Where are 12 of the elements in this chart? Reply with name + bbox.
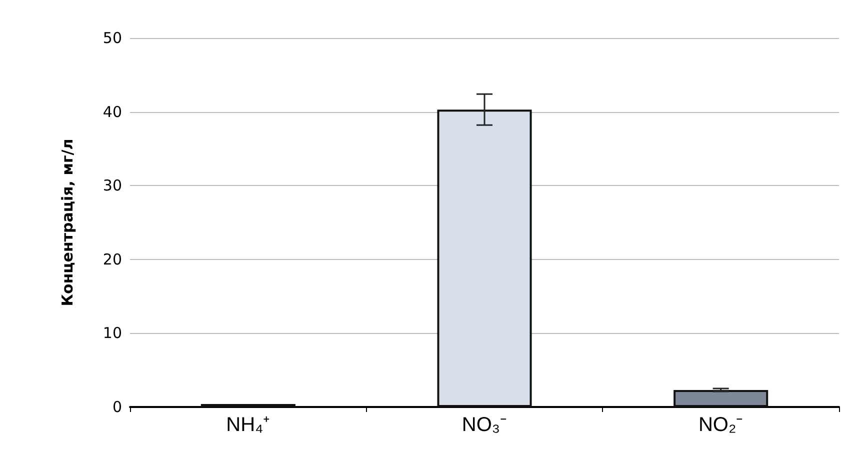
y-tick-label: 30 [102, 176, 122, 195]
bar [437, 110, 532, 407]
x-tick-label: NO₂⁻ [698, 414, 744, 436]
y-axis-title: Концентрація, мг/л [58, 138, 76, 306]
y-tick-label: 40 [102, 102, 122, 121]
y-tick-label: 50 [102, 29, 122, 47]
x-tick-label: NH₄⁺ [226, 414, 270, 436]
y-tick-label: 10 [102, 324, 122, 342]
y-tick-label: 0 [112, 398, 122, 416]
y-tick-label: 20 [102, 250, 122, 268]
x-tick-label: NO₃⁻ [462, 414, 508, 436]
bar [674, 390, 768, 407]
